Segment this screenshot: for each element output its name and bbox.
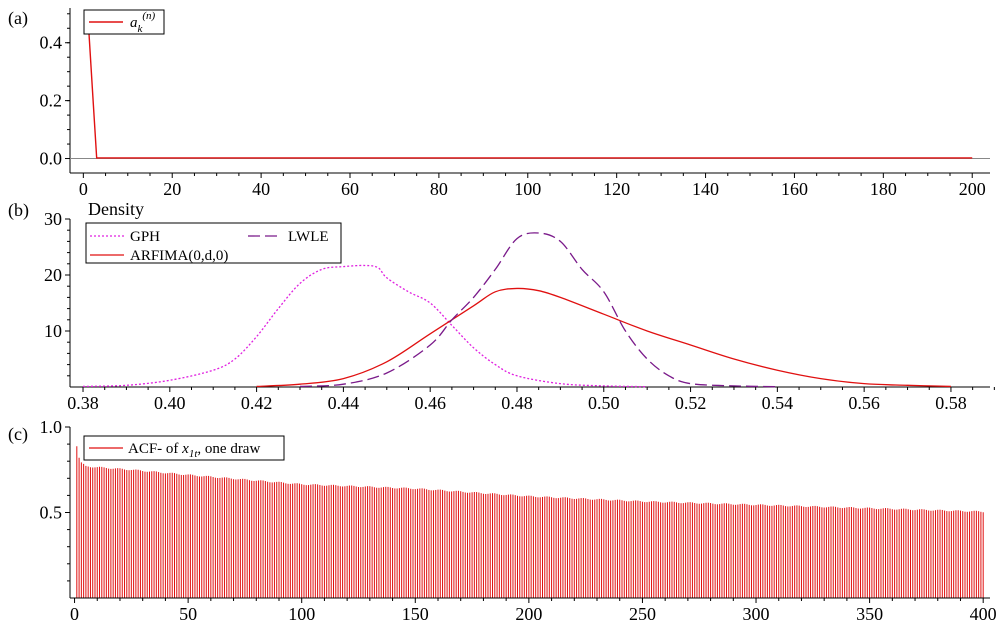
- x-tick-label: 40: [252, 179, 270, 199]
- series-line-lwle: [299, 232, 778, 388]
- legend-label: ACF- of x1t, one draw: [128, 441, 260, 460]
- panel-label: (a): [8, 8, 28, 29]
- x-tick-label: 0.48: [501, 393, 533, 413]
- x-tick-label: 400: [970, 604, 997, 624]
- x-tick-label: 20: [163, 179, 181, 199]
- x-tick-label: 0.38: [67, 393, 99, 413]
- legend: ak(n): [83, 9, 165, 35]
- legend-label-sub: 1t: [189, 448, 199, 460]
- series-line-a-k-n: [87, 13, 973, 159]
- y-tick-label: 10: [44, 321, 62, 341]
- series-line-arfima-0-d-0-: [256, 287, 951, 388]
- x-tick-label: 150: [402, 604, 429, 624]
- x-tick-label: 80: [430, 179, 448, 199]
- x-tick-label: 100: [288, 604, 315, 624]
- x-tick-label: 0.56: [848, 393, 880, 413]
- legend-label-suffix: , one draw: [197, 441, 260, 457]
- x-tick-label: 0.46: [414, 393, 446, 413]
- panel-c: 0 50 100 150 200 250 300 350 400 0.5 1.0 (c) ACF- of…: [8, 417, 997, 624]
- legend-label-prefix: ACF- of: [128, 441, 182, 457]
- x-tick-label: 0.44: [328, 393, 360, 413]
- y-tick-label: 1.0: [40, 417, 63, 437]
- legend-label: LWLE: [288, 229, 329, 245]
- x-tick-label: 180: [870, 179, 897, 199]
- y-tick-label: 0.5: [40, 503, 63, 523]
- x-tick-label: 0.50: [588, 393, 620, 413]
- y-tick-label: 0.2: [40, 91, 63, 111]
- y-tick-label: 30: [44, 209, 62, 229]
- x-tick-label: 100: [514, 179, 541, 199]
- y-tick-label: 0.4: [40, 33, 63, 53]
- x-tick-label: 120: [603, 179, 630, 199]
- panel-label: (b): [8, 200, 29, 221]
- x-tick-label: 60: [341, 179, 359, 199]
- x-tick-label: 0.54: [762, 393, 794, 413]
- x-tick-label: 0.58: [935, 393, 967, 413]
- legend-label: ARFIMA(0,d,0): [130, 248, 228, 264]
- y-tick-label: 0.0: [40, 149, 63, 169]
- legend-label-var: x: [181, 441, 189, 457]
- legend-label-main: a: [130, 15, 138, 31]
- legend-box: [85, 222, 342, 264]
- panel-label: (c): [8, 424, 28, 445]
- x-tick-label: 160: [781, 179, 808, 199]
- x-tick-label: 0.40: [154, 393, 186, 413]
- x-tick-label: 250: [629, 604, 656, 624]
- x-tick-label: 200: [515, 604, 542, 624]
- y-axis-title: Density: [88, 199, 144, 219]
- series-line-gph: [83, 264, 648, 388]
- legend-label-sup: (n): [142, 10, 155, 22]
- legend-label: ak(n): [130, 10, 156, 35]
- x-tick-label: 0: [79, 179, 88, 199]
- x-tick-label: 350: [856, 604, 883, 624]
- x-tick-label: 0: [70, 604, 79, 624]
- x-tick-label: 0.42: [241, 393, 273, 413]
- panel-a: 0 20 40 60 80 100 120 140 160 180 200 0.0 0.2 0.4 (a) a…: [8, 8, 990, 199]
- x-tick-label: 300: [743, 604, 770, 624]
- legend-label: GPH: [130, 229, 160, 245]
- x-tick-label: 0.52: [675, 393, 707, 413]
- y-tick-label: 20: [44, 265, 62, 285]
- x-tick-label: 50: [179, 604, 197, 624]
- legend-label-sub: k: [138, 23, 144, 35]
- acf-bars: [76, 446, 984, 598]
- legend: GPH LWLE ARFIMA(0,d,0): [85, 222, 342, 264]
- legend: ACF- of x1t, one draw: [83, 435, 285, 461]
- x-tick-label: 200: [959, 179, 986, 199]
- panel-b: 0.38 0.40 0.42 0.44 0.46 0.48 0.50 0.52 0.54 0.56…: [8, 199, 995, 413]
- x-tick-label: 140: [692, 179, 719, 199]
